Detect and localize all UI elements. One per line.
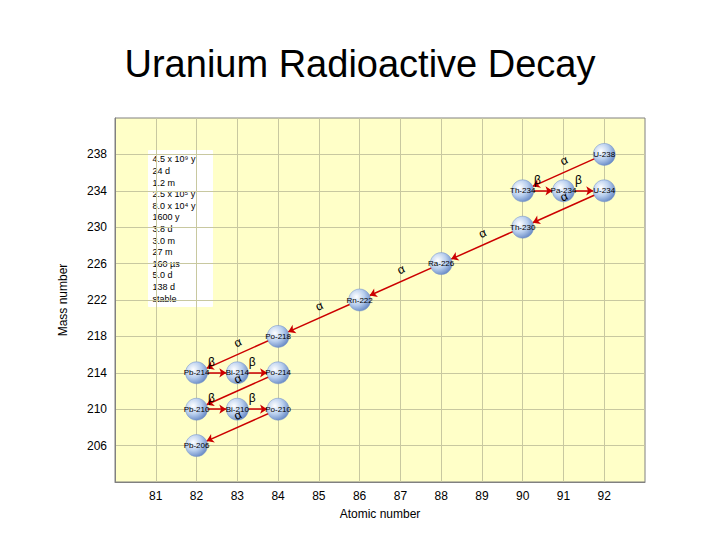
svg-text:Bi-210: Bi-210 xyxy=(225,404,249,414)
svg-text:86: 86 xyxy=(353,489,367,503)
svg-text:Pb-214: Pb-214 xyxy=(184,368,210,377)
svg-text:234: 234 xyxy=(87,184,107,198)
svg-text:230: 230 xyxy=(87,220,107,234)
svg-text:Uranium Radioactive Decay: Uranium Radioactive Decay xyxy=(125,43,596,85)
svg-text:Th-234: Th-234 xyxy=(510,186,536,195)
svg-text:β: β xyxy=(208,391,215,405)
svg-text:U-234: U-234 xyxy=(593,186,615,195)
svg-text:β: β xyxy=(249,391,256,405)
svg-text:α: α xyxy=(232,371,244,387)
svg-text:138 d: 138 d xyxy=(153,282,176,292)
svg-text:Bi-214: Bi-214 xyxy=(225,368,249,378)
svg-text:1600 y: 1600 y xyxy=(152,212,180,223)
svg-text:85: 85 xyxy=(312,489,326,503)
svg-text:α: α xyxy=(313,298,325,314)
svg-text:3.8 d: 3.8 d xyxy=(153,224,173,234)
svg-text:3.0 m: 3.0 m xyxy=(153,236,176,246)
svg-text:226: 226 xyxy=(87,257,107,271)
svg-text:Pb-210: Pb-210 xyxy=(184,405,210,414)
svg-text:87: 87 xyxy=(394,489,408,503)
svg-text:Po-218: Po-218 xyxy=(265,332,291,341)
svg-text:92: 92 xyxy=(598,489,612,503)
svg-text:222: 222 xyxy=(87,293,107,307)
svg-text:83: 83 xyxy=(231,489,245,503)
svg-text:24 d: 24 d xyxy=(153,166,171,176)
svg-text:89: 89 xyxy=(475,489,489,503)
svg-text:Atomic number: Atomic number xyxy=(340,507,421,521)
svg-text:206: 206 xyxy=(87,439,107,453)
svg-text:210: 210 xyxy=(87,402,107,416)
svg-text:Po-214: Po-214 xyxy=(265,368,291,377)
svg-text:218: 218 xyxy=(87,329,107,343)
svg-text:α: α xyxy=(476,225,488,241)
svg-text:81: 81 xyxy=(149,489,163,503)
svg-text:238: 238 xyxy=(87,147,107,161)
svg-text:stable: stable xyxy=(152,293,177,304)
svg-text:4.5 x 10⁹ y: 4.5 x 10⁹ y xyxy=(153,154,196,164)
svg-text:27 m: 27 m xyxy=(153,247,173,257)
svg-text:5.0 d: 5.0 d xyxy=(153,270,173,280)
svg-text:α: α xyxy=(558,152,570,168)
svg-text:β: β xyxy=(575,173,582,187)
svg-text:Mass number: Mass number xyxy=(56,264,70,337)
svg-text:Ra-226: Ra-226 xyxy=(428,259,455,268)
svg-text:β: β xyxy=(534,173,541,187)
svg-text:α: α xyxy=(395,262,407,278)
svg-text:214: 214 xyxy=(87,366,107,380)
svg-text:β: β xyxy=(208,355,215,369)
svg-text:α: α xyxy=(232,334,244,350)
svg-text:Po-210: Po-210 xyxy=(265,405,291,414)
svg-text:91: 91 xyxy=(557,489,571,503)
svg-text:88: 88 xyxy=(434,489,448,503)
svg-text:β: β xyxy=(249,355,256,369)
svg-text:α: α xyxy=(232,407,244,423)
svg-text:1.2 m: 1.2 m xyxy=(153,178,176,188)
svg-text:2.5 x 10⁵ y: 2.5 x 10⁵ y xyxy=(153,189,196,199)
svg-text:8.0 x 10⁴ y: 8.0 x 10⁴ y xyxy=(153,201,196,211)
svg-text:U-238: U-238 xyxy=(593,150,615,159)
svg-text:82: 82 xyxy=(190,489,204,503)
svg-text:Pb-206: Pb-206 xyxy=(184,441,210,450)
svg-text:Rn-222: Rn-222 xyxy=(346,296,373,305)
svg-text:90: 90 xyxy=(516,489,530,503)
svg-text:Pa-234: Pa-234 xyxy=(550,186,577,196)
svg-text:α: α xyxy=(558,189,570,205)
svg-text:84: 84 xyxy=(271,489,285,503)
svg-text:Th-230: Th-230 xyxy=(510,223,536,232)
